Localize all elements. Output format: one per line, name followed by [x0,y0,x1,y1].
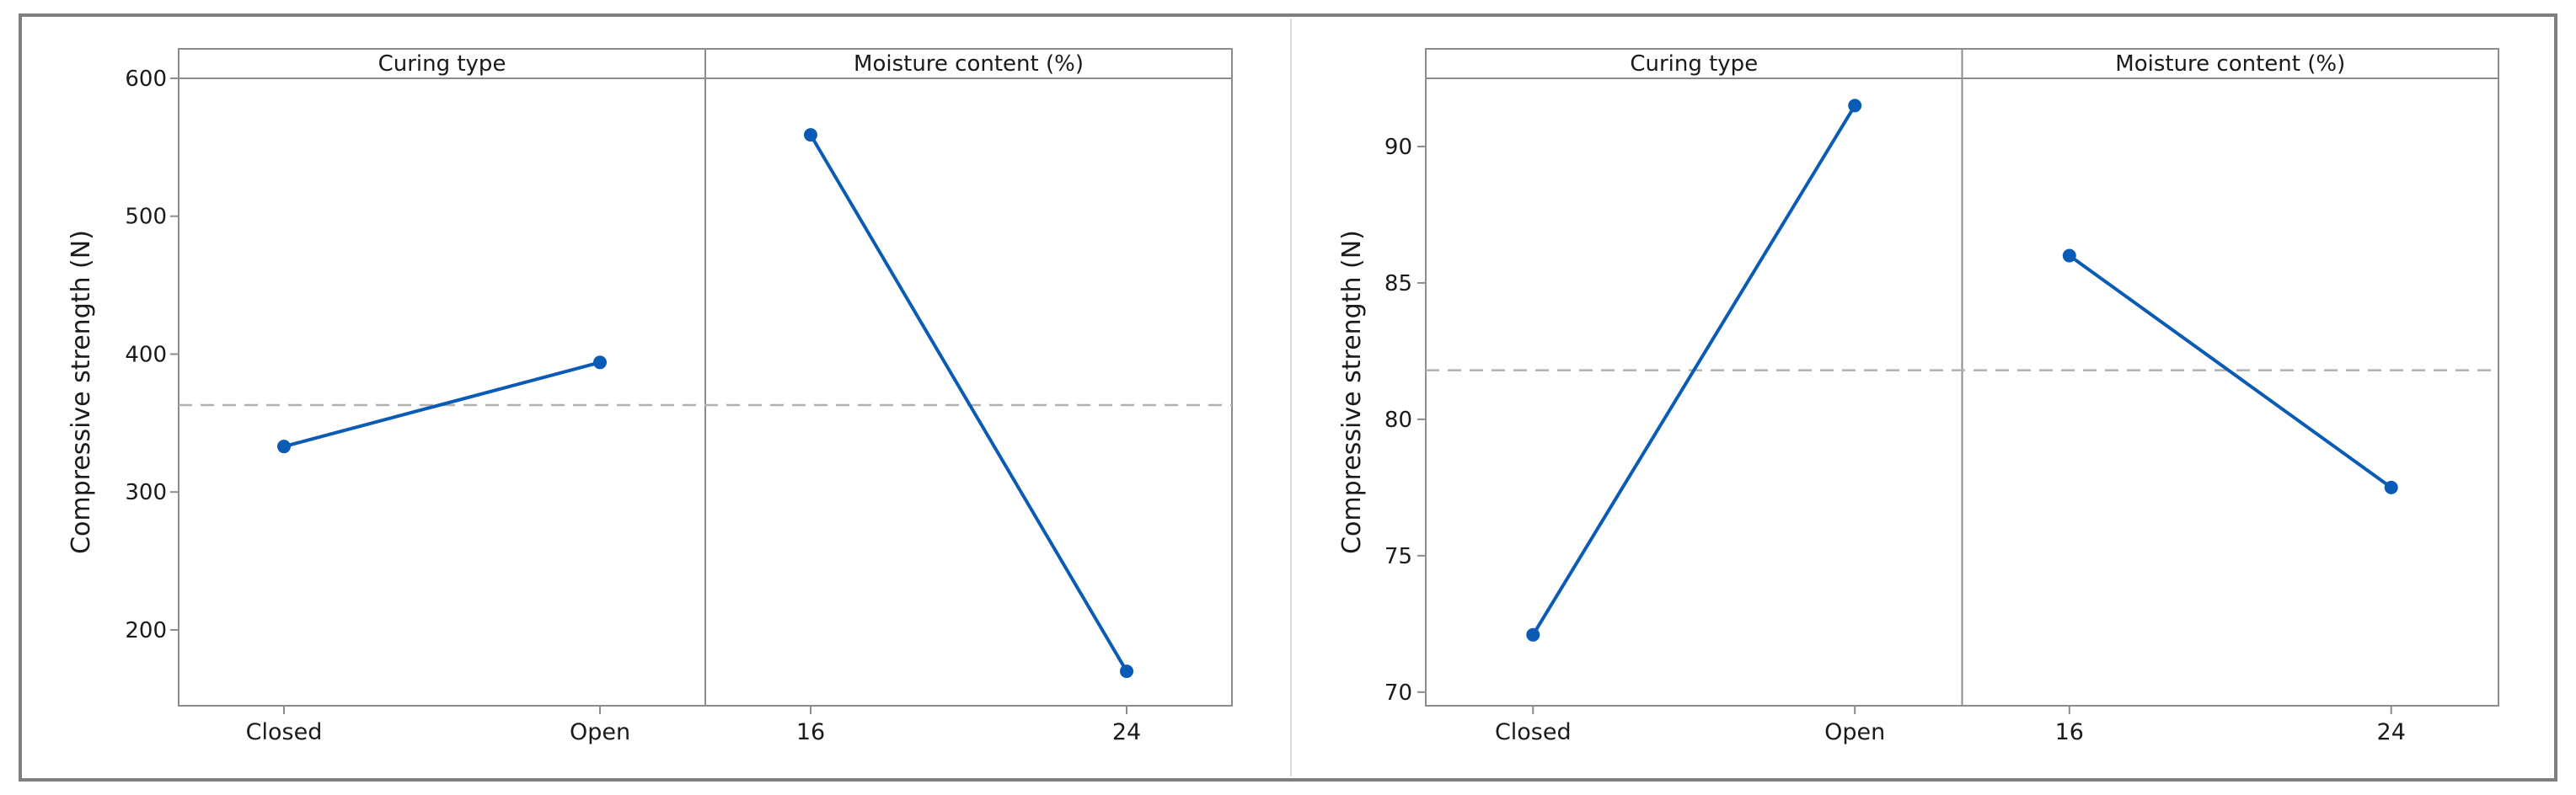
y-tick-label: 90 [1384,135,1412,160]
data-point [804,128,817,142]
panel-2: Moisture content (%) 16 24 [796,51,1141,745]
panel-title: Moisture content (%) [854,51,1084,77]
x-tick-label: Open [1824,719,1885,745]
series-line [809,134,1128,673]
figure-frame [19,13,2557,782]
panel-title: Curing type [378,51,506,77]
data-point [2062,248,2076,263]
x-tick-label: 16 [2055,719,2084,745]
x-tick-label: Closed [1495,719,1572,745]
chart-2: 70 75 80 85 90 Compressive strength (N) Curing… [1337,48,2499,745]
x-tick-label: Closed [246,719,323,745]
panel-1: Curing type Closed Open [246,51,630,745]
data-point [1526,627,1540,642]
y-tick-label: 75 [1384,544,1412,569]
panel-title: Curing type [1630,51,1758,77]
x-tick-label: 24 [1112,719,1141,745]
y-tick-label: 300 [125,480,167,505]
y-tick-label: 80 [1384,408,1412,433]
y-tick-label: 85 [1384,271,1412,296]
y-tick-label: 200 [125,618,167,643]
chart-1: 200 300 400 500 600 Compressive strength (N) C… [67,48,1233,745]
series-line [283,360,601,449]
data-point [1120,664,1133,679]
data-point [593,355,607,370]
y-axis-title: Compressive strength (N) [1337,230,1367,554]
series-line [2068,253,2392,489]
x-tick-label: 24 [2377,719,2406,745]
panel-2: Moisture content (%) 16 24 [2055,51,2406,745]
data-point [1848,99,1862,113]
data-point [2384,480,2398,494]
y-axis-title: Compressive strength (N) [67,230,96,554]
data-point [277,440,291,454]
series-line [1531,104,1856,636]
y-tick-label: 400 [125,342,167,367]
y-tick-label: 600 [125,67,167,92]
y-tick-label: 70 [1384,680,1412,706]
x-tick-label: 16 [796,719,825,745]
x-tick-label: Open [570,719,630,745]
panel-1: Curing type Closed Open [1495,51,1885,745]
panel-title: Moisture content (%) [2115,51,2345,77]
y-tick-label: 500 [125,205,167,230]
